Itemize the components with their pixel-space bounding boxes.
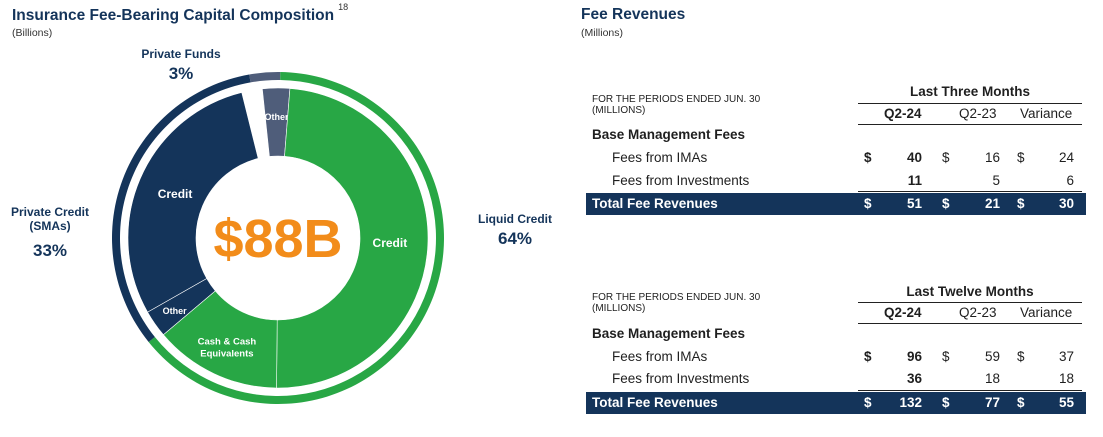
currency-symbol: $ <box>942 395 950 410</box>
subtotal-line <box>858 191 1082 192</box>
currency-symbol: $ <box>864 150 872 165</box>
table-note: FOR THE PERIODS ENDED JUN. 30 (MILLIONS) <box>592 94 760 116</box>
callout-liquid-credit-label: Liquid Credit <box>478 212 552 226</box>
callout-private-funds-pct: 3% <box>168 64 194 83</box>
callout-private-credit-label2: (SMAs) <box>29 219 71 233</box>
table-note-line1: FOR THE PERIODS ENDED JUN. 30 <box>592 94 761 105</box>
table-note-line2: (MILLIONS) <box>592 303 646 314</box>
segment-label-3: Other <box>163 306 188 316</box>
subtotal-line <box>858 390 1082 391</box>
currency-symbol: $ <box>864 196 872 211</box>
col-underline <box>858 124 1082 125</box>
period-header: Last Twelve Months <box>906 284 1034 299</box>
value-q2-24: 11 <box>907 173 922 188</box>
inner-ring-segment-4 <box>127 92 259 313</box>
total-q2-24: 51 <box>906 196 922 211</box>
value-q2-23: 59 <box>984 349 1000 364</box>
segment-label-4: Credit <box>158 187 193 201</box>
segment-label-1: Credit <box>373 236 408 250</box>
currency-symbol: $ <box>1017 395 1025 410</box>
segment-label-2: Cash & Cash Equivalents <box>198 337 257 360</box>
total-variance: 55 <box>1058 395 1074 410</box>
callout-private-funds: Private Funds 3% <box>116 47 246 84</box>
value-q2-23: 18 <box>984 371 1000 386</box>
col-variance: Variance <box>1020 106 1073 121</box>
period-underline <box>858 302 1082 303</box>
total-row: Total Fee Revenues $ 132 $ 77 $ 55 <box>586 392 1086 414</box>
total-label: Total Fee Revenues <box>592 395 718 410</box>
center-total-label: $88B <box>213 209 342 269</box>
col-q2-24: Q2-24 <box>884 305 922 320</box>
currency-symbol: $ <box>942 150 950 165</box>
donut-chart: Other Credit Cash & Cash Equivalents Other Cr… <box>112 72 445 405</box>
col-underline <box>858 323 1082 324</box>
fee-table-three-months: FOR THE PERIODS ENDED JUN. 30 (MILLIONS)… <box>586 82 1086 222</box>
callout-private-funds-label: Private Funds <box>141 47 221 61</box>
callout-private-credit: Private Credit (SMAs) 33% <box>0 205 106 261</box>
value-q2-24: 96 <box>906 349 922 364</box>
value-q2-24: 40 <box>906 150 922 165</box>
value-variance: 24 <box>1058 150 1074 165</box>
outer-ring-segment-0 <box>249 72 281 83</box>
col-q2-24: Q2-24 <box>884 106 922 121</box>
section-label: Base Management Fees <box>592 127 746 142</box>
table-note: FOR THE PERIODS ENDED JUN. 30 (MILLIONS) <box>592 292 760 314</box>
value-variance: 6 <box>1066 173 1074 188</box>
currency-symbol: $ <box>1017 196 1025 211</box>
currency-symbol: $ <box>864 349 872 364</box>
total-q2-23: 21 <box>984 196 1000 211</box>
currency-symbol: $ <box>864 395 872 410</box>
value-q2-23: 16 <box>984 150 1000 165</box>
currency-symbol: $ <box>1017 349 1025 364</box>
col-variance: Variance <box>1020 305 1073 320</box>
table-note-line2: (MILLIONS) <box>592 105 646 116</box>
total-label: Total Fee Revenues <box>592 196 718 211</box>
callout-private-credit-pct: 33% <box>32 241 68 260</box>
currency-symbol: $ <box>942 349 950 364</box>
period-underline <box>858 103 1082 104</box>
donut-chart-area: Other Credit Cash & Cash Equivalents Other Cr… <box>0 40 560 437</box>
period-header: Last Three Months <box>909 84 1030 99</box>
col-q2-23: Q2-23 <box>959 305 997 320</box>
callout-liquid-credit: Liquid Credit 64% <box>466 212 564 249</box>
row-label: Fees from IMAs <box>612 349 708 364</box>
col-q2-23: Q2-23 <box>959 106 997 121</box>
chart-title: Insurance Fee-Bearing Capital Compositio… <box>12 2 348 25</box>
row-label: Fees from Investments <box>612 173 750 188</box>
chart-title-text: Insurance Fee-Bearing Capital Compositio… <box>12 7 335 25</box>
fee-revenues-unit: (Millions) <box>581 27 623 39</box>
total-q2-23: 77 <box>984 395 1000 410</box>
outer-ring-segment-2 <box>112 74 251 343</box>
row-label: Fees from Investments <box>612 371 750 386</box>
total-q2-24: 132 <box>899 395 922 410</box>
callout-liquid-credit-pct: 64% <box>497 229 533 248</box>
currency-symbol: $ <box>942 196 950 211</box>
section-label: Base Management Fees <box>592 326 746 341</box>
row-label: Fees from IMAs <box>612 150 708 165</box>
value-q2-24: 36 <box>906 371 922 386</box>
segment-label-0: Other <box>264 112 289 122</box>
footnote-ref: 18 <box>338 2 349 12</box>
fee-revenues-title: Fee Revenues <box>581 6 686 23</box>
currency-symbol: $ <box>1017 150 1025 165</box>
value-q2-23: 5 <box>992 173 1000 188</box>
table-note-line1: FOR THE PERIODS ENDED JUN. 30 <box>592 292 761 303</box>
chart-unit: (Billions) <box>12 27 53 39</box>
total-variance: 30 <box>1058 196 1074 211</box>
value-variance: 18 <box>1058 371 1074 386</box>
fee-table-twelve-months: FOR THE PERIODS ENDED JUN. 30 (MILLIONS)… <box>586 282 1086 422</box>
callout-private-credit-label: Private Credit <box>10 205 90 219</box>
value-variance: 37 <box>1058 349 1074 364</box>
total-row: Total Fee Revenues $ 51 $ 21 $ 30 <box>586 193 1086 215</box>
